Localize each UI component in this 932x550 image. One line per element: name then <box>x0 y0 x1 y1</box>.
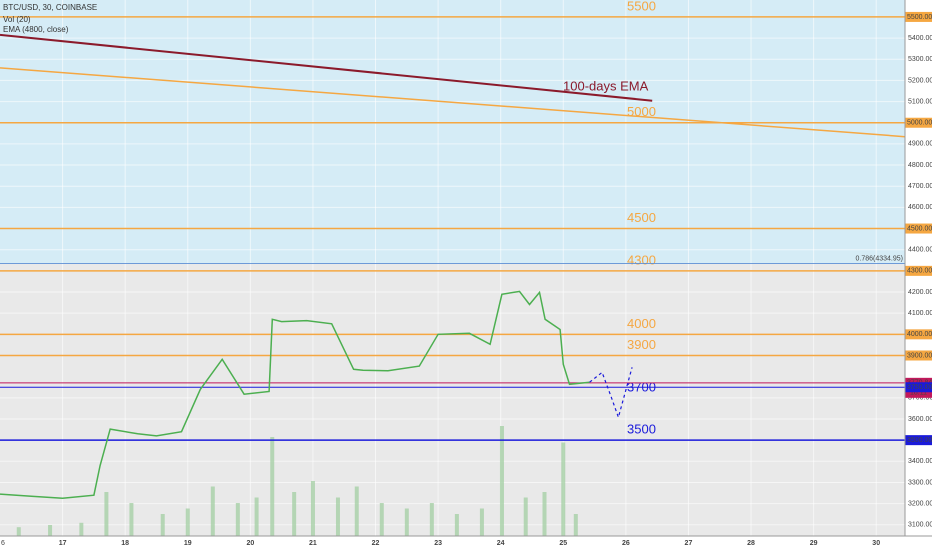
y-tick-label: 4600.00 <box>908 204 932 211</box>
y-tick-label: 4700.00 <box>908 183 932 190</box>
volume-bar <box>129 503 134 536</box>
x-tick-label: 27 <box>685 540 693 547</box>
x-edge-label: 6 <box>1 540 5 547</box>
volume-bar <box>235 503 240 536</box>
volume-bar <box>479 508 484 536</box>
axis-tag <box>905 265 932 276</box>
volume-bar <box>79 522 84 536</box>
x-tick-label: 17 <box>59 540 67 547</box>
upper-zone <box>0 0 905 264</box>
axis-tag <box>905 382 932 393</box>
x-tick-label: 24 <box>497 540 505 547</box>
y-tick-label: 4900.00 <box>908 141 932 148</box>
y-tick-label: 5300.00 <box>908 56 932 63</box>
y-tick-label: 5100.00 <box>908 98 932 105</box>
volume-bar <box>379 503 384 536</box>
x-tick-label: 23 <box>434 540 442 547</box>
level-label: 4300 <box>627 252 656 267</box>
axis-tag <box>905 329 932 340</box>
volume-bar <box>160 514 165 536</box>
x-tick-label: 26 <box>622 540 630 547</box>
axis-tag-label: 3750.00 <box>907 384 932 391</box>
axis-tag-label: 5000.00 <box>907 120 932 127</box>
level-label: 4000 <box>627 316 656 331</box>
x-tick-label: 22 <box>372 540 380 547</box>
axis-tag <box>905 117 932 128</box>
y-tick-label: 3200.00 <box>908 500 932 507</box>
level-label: 3900 <box>627 337 656 352</box>
y-tick-label: 4800.00 <box>908 162 932 169</box>
axis-tag <box>905 223 932 234</box>
volume-bar <box>429 503 434 536</box>
price-line-series <box>0 290 590 500</box>
volume-bar <box>523 497 528 536</box>
volume-bar <box>573 514 578 536</box>
volume-bar <box>561 442 566 536</box>
y-tick-label: 5400.00 <box>908 35 932 42</box>
axis-tag-label: 5500.00 <box>907 14 932 21</box>
level-label: 5000 <box>627 104 656 119</box>
volume-bar <box>499 426 504 536</box>
y-tick-label: 3600.00 <box>908 416 932 423</box>
y-tick-label: 3300.00 <box>908 479 932 486</box>
y-tick-label: 3400.00 <box>908 458 932 465</box>
axis-tag-label: 3500.00 <box>907 437 932 444</box>
volume-bar <box>292 492 297 536</box>
x-tick-label: 25 <box>559 540 567 547</box>
fib-label: 0.786(4334.95) <box>856 255 903 262</box>
y-tick-label: 3700.00 <box>908 395 932 402</box>
volume-bar <box>335 497 340 536</box>
volume-bar <box>16 527 21 536</box>
x-tick-label: 29 <box>810 540 818 547</box>
ema-label: 100-days EMA <box>563 78 649 93</box>
x-tick-label: 20 <box>246 540 254 547</box>
volume-bar <box>254 497 259 536</box>
ema-line <box>0 33 653 102</box>
y-tick-label: 5200.00 <box>908 77 932 84</box>
volume-bar <box>454 514 459 536</box>
projection <box>589 367 633 420</box>
axis-tag-label: 4000.00 <box>907 331 932 338</box>
axis-tag <box>905 11 932 22</box>
level-label: 5500 <box>627 0 656 13</box>
axis-tag-label: 3900.00 <box>907 352 932 359</box>
axis-tag <box>905 350 932 361</box>
x-tick-label: 18 <box>121 540 129 547</box>
volume-bar <box>104 492 109 536</box>
countdown: 18:11 <box>910 390 927 397</box>
volume-bar <box>270 437 275 536</box>
level-label: 3500 <box>627 422 656 437</box>
volume-bar <box>48 525 53 536</box>
volume-bar <box>210 486 215 536</box>
volume-bar <box>185 508 190 536</box>
axis-tag <box>905 435 932 446</box>
x-tick-label: 21 <box>309 540 317 547</box>
x-tick-label: 28 <box>747 540 755 547</box>
y-tick-label: 4100.00 <box>908 310 932 317</box>
volume-bar <box>542 492 547 536</box>
volume-bar <box>404 508 409 536</box>
y-tick-label: 3100.00 <box>908 522 932 529</box>
x-tick-label: 30 <box>872 540 880 547</box>
lower-zone <box>0 263 905 536</box>
indicator-label: Vol (20) <box>3 15 31 24</box>
volume-bar <box>354 486 359 536</box>
x-tick-label: 19 <box>184 540 192 547</box>
y-tick-label: 4200.00 <box>908 289 932 296</box>
indicator-label: EMA (4800, close) <box>3 25 69 34</box>
level-label: 4500 <box>627 210 656 225</box>
trendline <box>0 67 906 138</box>
chart-title: BTC/USD, 30, COINBASE <box>3 3 97 12</box>
axis-tag-label: 4300.00 <box>907 268 932 275</box>
volume-bar <box>310 481 315 536</box>
y-tick-label: 4400.00 <box>908 247 932 254</box>
axis-tag-label: 4500.00 <box>907 225 932 232</box>
